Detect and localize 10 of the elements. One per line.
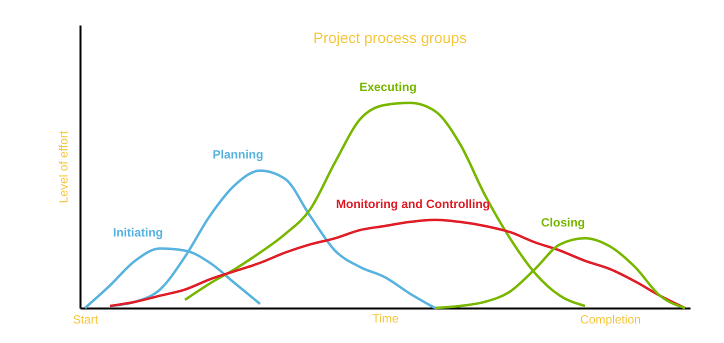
x-tick-label: Start [72, 312, 99, 326]
y-axis-title: Level of effort [56, 130, 70, 204]
series-label: Planning [212, 148, 264, 162]
x-tick-label: Completion [580, 312, 641, 326]
series-label: Executing [359, 80, 417, 94]
series-label: Closing [541, 215, 585, 230]
x-axis-title: Time [372, 312, 399, 326]
series-label: Monitoring and Controlling [336, 196, 490, 211]
series-label: Initiating [113, 226, 163, 240]
chart-title: Project process groups [313, 30, 467, 47]
